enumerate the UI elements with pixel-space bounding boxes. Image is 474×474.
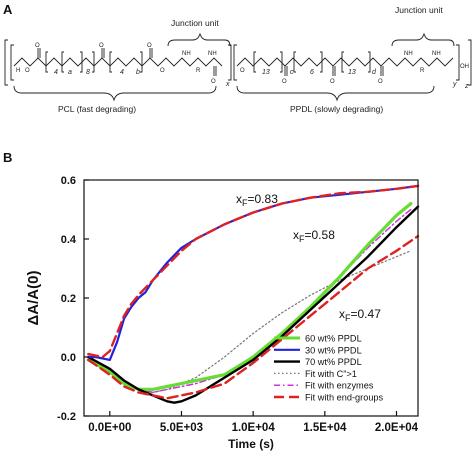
atom-r-2: R xyxy=(420,68,425,74)
legend-label: 70 wt% PPDL xyxy=(305,357,362,367)
atom-o-7: O xyxy=(240,68,245,74)
atom-h: H xyxy=(16,68,20,74)
atom-nh-2: NH xyxy=(208,51,217,57)
atom-nh-1: NH xyxy=(182,51,191,57)
outer-bracket-right xyxy=(468,39,472,86)
atom-o-1: O xyxy=(25,68,30,74)
atom-o-6: O xyxy=(211,79,216,85)
y-tick-label: 0.0 xyxy=(61,352,76,364)
sub-d: d xyxy=(372,69,377,76)
series-line-1 xyxy=(87,184,420,361)
chemical-structure: H O O O O O NH R NH O O O O O NH R NH OH… xyxy=(4,5,472,114)
pcl-brace xyxy=(13,85,217,102)
x-tick-label: 1.0E+04 xyxy=(232,422,276,434)
series-line-5 xyxy=(87,234,420,400)
ppdl-brace xyxy=(236,85,435,102)
sub-13a: 13 xyxy=(262,69,270,76)
atom-o-2: O xyxy=(35,43,40,49)
y-axis-label: ΔA/A(0) xyxy=(25,271,42,326)
sub-4a: 4 xyxy=(54,69,58,76)
annotation-xf-047: xF=0.47 xyxy=(339,307,381,323)
sub-a: a xyxy=(68,69,72,76)
atom-o-8: O xyxy=(282,79,287,85)
ppdl-bracket-right xyxy=(456,44,460,81)
atom-o-4: O xyxy=(147,43,152,49)
pcl-bracket-left xyxy=(10,44,14,81)
pcl-bracket-right xyxy=(228,44,232,81)
sub-z: z xyxy=(464,83,469,90)
ppdl-bracket-left xyxy=(233,44,237,81)
legend-label: Fit with enzymes xyxy=(305,381,374,391)
series-line-3 xyxy=(87,250,412,393)
atom-o-9: O xyxy=(330,79,335,85)
sub-4b: 4 xyxy=(120,69,124,76)
ppdl-label: PPDL (slowly degrading) xyxy=(290,104,383,114)
y-tick-label: 0.2 xyxy=(61,293,76,305)
legend-label: Fit with C”>1 xyxy=(305,369,357,379)
series-line-2 xyxy=(87,205,420,404)
atom-o-10: O xyxy=(378,79,383,85)
x-tick-label: 2.0E+04 xyxy=(375,422,419,434)
legend-label: Fit with end-groups xyxy=(305,393,384,403)
sub-13b: 13 xyxy=(348,69,356,76)
annotation-xf-083: xF=0.83 xyxy=(236,192,278,208)
junction-brace-2 xyxy=(391,32,455,47)
y-tick-label: 0.6 xyxy=(61,175,76,187)
junction-unit-label-1: Junction unit xyxy=(171,18,219,28)
x-tick-label: 0.0E+00 xyxy=(88,422,131,434)
sub-b: b xyxy=(136,69,140,76)
sub-y: y xyxy=(452,81,457,88)
panel-label-a: A xyxy=(3,2,13,17)
sub-6: 6 xyxy=(310,69,314,76)
x-axis-label: Time (s) xyxy=(228,437,274,451)
x-tick-label: 1.5E+04 xyxy=(303,422,347,434)
pcl-label: PCL (fast degrading) xyxy=(58,104,136,114)
atom-oh: OH xyxy=(460,64,469,70)
ppdl-backbone xyxy=(236,57,454,67)
atom-o-3: O xyxy=(99,43,104,49)
atom-nh-3: NH xyxy=(404,51,413,57)
atom-nh-4: NH xyxy=(432,51,441,57)
series-line-6 xyxy=(87,184,420,359)
sub-8: 8 xyxy=(86,69,90,76)
panel-label-b: B xyxy=(3,150,13,165)
y-tick-label: 0.4 xyxy=(61,234,77,246)
outer-bracket-left xyxy=(4,39,8,86)
junction-unit-label-2: Junction unit xyxy=(395,5,443,15)
sub-x: x xyxy=(225,81,230,88)
pcl-backbone xyxy=(13,57,223,67)
y-tick-label: -0.2 xyxy=(57,411,76,423)
legend-label: 60 wt% PPDL xyxy=(305,334,362,344)
annotation-xf-058: xF=0.58 xyxy=(293,228,335,244)
x-tick-label: 5.0E+03 xyxy=(160,422,203,434)
atom-o-5: O xyxy=(160,68,165,74)
junction-brace-1 xyxy=(167,32,231,47)
sub-c: c xyxy=(290,69,294,76)
legend-label: 30 wt% PPDL xyxy=(305,345,362,355)
atom-r-1: R xyxy=(196,68,201,74)
